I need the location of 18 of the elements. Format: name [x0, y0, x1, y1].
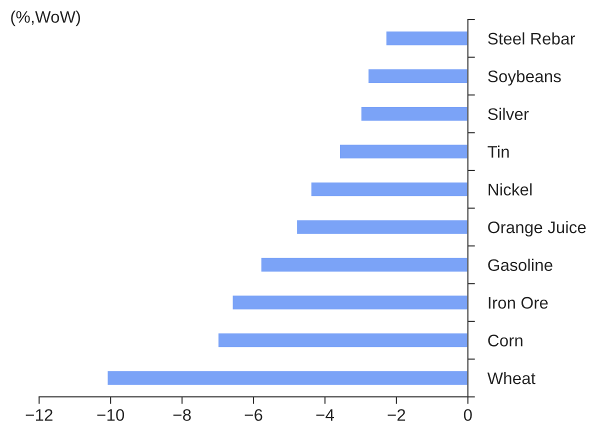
y-tick-label: Soybeans — [488, 70, 561, 86]
y-tick-label: Steel Rebar — [488, 32, 576, 45]
y-tick-label: Nickel — [488, 183, 532, 196]
y-tick-label: Orange Juice — [488, 221, 586, 237]
y-tick-label: Corn — [488, 334, 522, 346]
y-tick-label: Gasoline — [488, 258, 552, 271]
y-tick-label: Silver — [488, 108, 529, 120]
x-tick-label: −6 — [244, 409, 262, 421]
y-tick-label: Wheat — [487, 372, 536, 384]
y-tick-label: Iron Ore — [488, 296, 548, 309]
x-tick-label: −10 — [97, 409, 124, 421]
x-tick-label: −12 — [26, 409, 52, 421]
x-tick-label: 0 — [464, 409, 472, 421]
y-tick-label: Tin — [488, 146, 509, 158]
chart-title: (%,WoW) — [11, 10, 80, 26]
x-tick-label: −8 — [173, 409, 191, 421]
x-tick-label: −4 — [316, 409, 334, 421]
x-tick-label: −2 — [388, 409, 406, 421]
